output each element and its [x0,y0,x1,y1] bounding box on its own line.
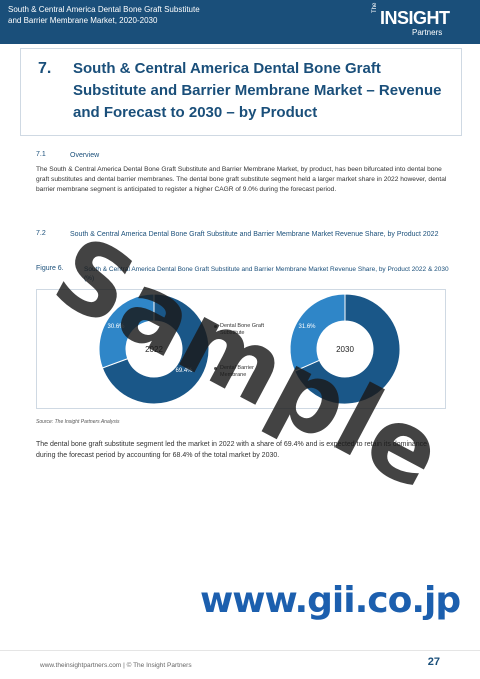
chapter-card: 7. South & Central America Dental Bone G… [20,48,462,136]
chapter-number: 7. [38,60,52,77]
section-7-2-title: South & Central America Dental Bone Graf… [70,231,439,238]
figure-source: Source: The Insight Partners Analysis [36,419,120,425]
chapter-title: South & Central America Dental Bone Graf… [73,60,442,121]
gii-watermark: www.gii.co.jp [200,580,461,621]
donut-value-label: 69.4% [175,368,193,374]
header-title: South & Central America Dental Bone Graf… [8,5,200,25]
logo-the: The [372,2,378,13]
section-7-1-title: Overview [70,152,100,159]
logo-insight: INSIGHT [380,8,450,28]
donut-chart-2030: 31.6% 2030 [289,293,401,405]
legend-bullet [214,367,217,370]
legend-item-bone-graft: Dental Bone Graft Substitute [214,323,272,337]
logo-partners: Partners [412,28,443,37]
chart-box: 69.4% 30.6% 2022 31.6% 2030 Dental Bone Gra… [36,289,446,409]
legend-label-barrier-membrane: Dental Barrier Membrane [220,365,254,378]
donut-slice-2030-0 [294,293,401,405]
donut-slice-2030-1 [289,293,346,372]
donut-chart-2022: 69.4% 30.6% 2022 [98,293,210,405]
figure-label: Figure 6. [36,265,64,272]
legend-bullet [214,325,217,328]
donut-center-year: 2022 [145,345,163,354]
legend-item-barrier-membrane: Dental Barrier Membrane [214,365,272,379]
header-band: South & Central America Dental Bone Graf… [0,0,480,44]
figure-title: South & Central America Dental Bone Graf… [84,266,449,282]
footer-rule [0,650,480,651]
donut-slice-2022-0 [101,293,210,405]
insight-partners-logo: The INSIGHT Partners [370,2,466,40]
section-7-1-text: The South & Central America Dental Bone … [36,166,447,193]
donut-value-label: 30.6% [107,324,125,330]
donut-value-label: 31.6% [298,324,316,330]
section-7-1-number: 7.1 [36,151,46,158]
conclusion-text: The dental bone graft substitute segment… [36,441,428,459]
footer-text: www.theinsightpartners.com | © The Insig… [40,662,192,669]
legend-label-bone-graft: Dental Bone Graft Substitute [220,323,265,336]
section-7-2-number: 7.2 [36,230,46,237]
page-number: 27 [427,656,440,668]
donut-center-year: 2030 [336,345,354,354]
donut-slice-2022-1 [98,293,155,369]
